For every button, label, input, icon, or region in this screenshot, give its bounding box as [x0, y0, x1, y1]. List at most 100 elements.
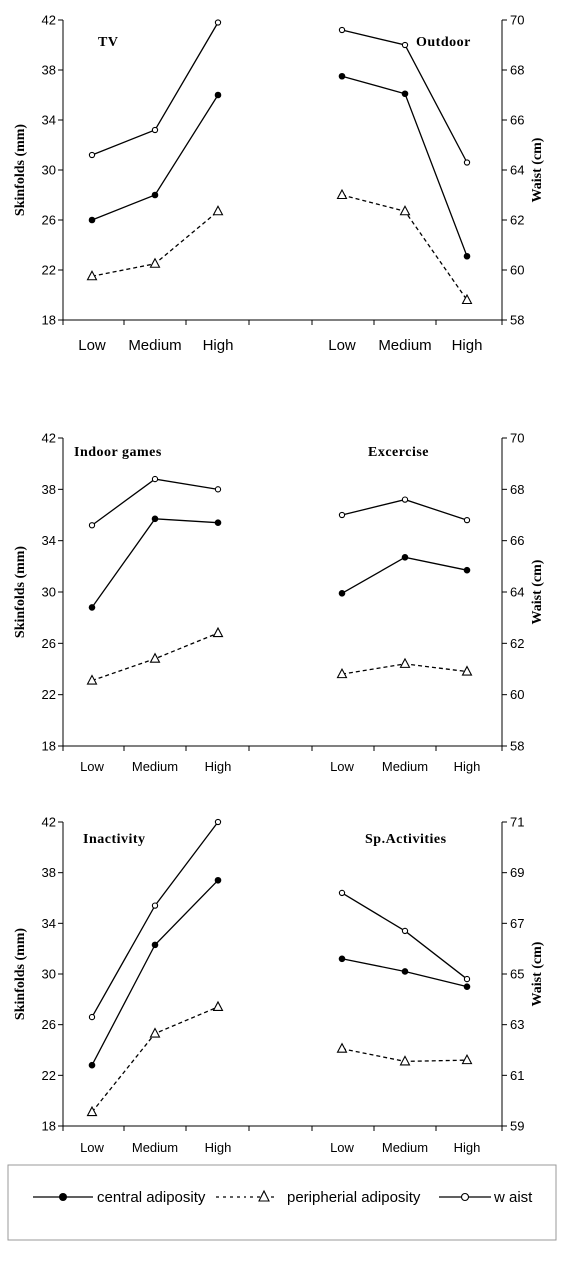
y-left-tick-label: 34: [42, 113, 56, 128]
y-left-tick-label: 18: [42, 1119, 56, 1134]
data-point-waist: [88, 151, 96, 159]
panel-indoor-games: Low Medium High Indoor games: [74, 445, 231, 774]
panel-sp-activities: Low Medium High Sp.Activities: [330, 832, 480, 1155]
legend-label: peripherial adiposity: [287, 1189, 421, 1206]
data-point-peripherial-adiposity: [149, 257, 161, 268]
y-left-tick-label: 18: [42, 313, 56, 328]
data-point-central-adiposity: [214, 519, 222, 527]
data-point-central-adiposity: [214, 876, 222, 884]
y-right-tick-label: 60: [510, 263, 524, 278]
chart-row-3: 18 22 26 30 34 38 42 59 61 63 65 67 69 71 Skinfolds (m…: [13, 815, 545, 1156]
data-point-central-adiposity: [88, 1061, 96, 1069]
data-point-peripherial-adiposity: [336, 667, 348, 679]
y-left-axis-label: Skinfolds (mm): [13, 124, 28, 217]
legend-label: w aist: [493, 1189, 533, 1206]
data-point-peripherial-adiposity: [336, 188, 348, 200]
panel-title: Excercise: [368, 445, 429, 460]
data-point-waist: [338, 26, 346, 34]
y-right-tick-label: 60: [510, 687, 524, 702]
y-right-tick-label: 62: [510, 213, 524, 228]
y-left-tick-label: 30: [42, 163, 56, 178]
series-line-central-adiposity: [341, 75, 468, 257]
panel-inactivity: Low Medium High Inactivity: [80, 818, 231, 1155]
y-left-tick-label: 38: [42, 63, 56, 78]
legend-label: central adiposity: [97, 1189, 206, 1206]
x-tick-label: Low: [80, 1140, 104, 1155]
series-line-central-adiposity: [341, 556, 468, 594]
data-point-central-adiposity: [463, 566, 471, 574]
y-right-tick-label: 62: [510, 636, 524, 651]
data-point-waist: [214, 486, 222, 493]
series-line-central-adiposity: [91, 518, 219, 608]
data-point-peripherial-adiposity: [86, 1105, 98, 1117]
y-left-tick-label: 30: [42, 967, 56, 982]
y-left-tick-label: 42: [42, 431, 56, 446]
y-right-tick-label: 68: [510, 63, 524, 78]
data-point-peripherial-adiposity: [399, 657, 411, 668]
panel-excercise: Low Medium High Excercise: [330, 445, 480, 774]
data-point-central-adiposity: [88, 216, 96, 224]
data-point-central-adiposity: [401, 90, 409, 98]
data-point-waist: [463, 159, 471, 166]
data-point-waist: [214, 19, 222, 26]
x-tick-label: High: [452, 337, 483, 354]
y-left-tick-label: 22: [42, 1068, 56, 1083]
panel-title: Inactivity: [83, 832, 146, 847]
legend-marker-swatch: [460, 1192, 470, 1202]
x-tick-label: Medium: [128, 337, 181, 354]
plots-container: 18 22 26 30 34 38 42 58 60 62 64 66 68 70 Skinfolds (m…: [13, 13, 545, 1156]
x-tick-label: Medium: [378, 337, 431, 354]
legend-item-3: w aist: [439, 1189, 533, 1206]
data-point-peripherial-adiposity: [86, 270, 98, 281]
data-point-waist: [151, 475, 159, 483]
legend-item-1: central adiposity: [33, 1189, 206, 1206]
data-point-waist: [401, 41, 409, 49]
y-right-tick-label: 59: [510, 1119, 524, 1134]
data-point-peripherial-adiposity: [399, 1055, 411, 1066]
x-tick-label: Low: [80, 759, 104, 774]
data-point-central-adiposity: [151, 941, 159, 949]
y-right-tick-label: 64: [510, 163, 524, 178]
y-right-tick-label: 67: [510, 916, 524, 931]
panel-tv: Low Medium High TV: [78, 19, 233, 354]
legend-marker-swatch: [258, 1189, 270, 1202]
data-point-peripherial-adiposity: [149, 1027, 161, 1038]
data-point-central-adiposity: [463, 983, 471, 990]
data-point-peripherial-adiposity: [86, 674, 98, 685]
data-point-central-adiposity: [338, 955, 346, 963]
data-point-central-adiposity: [151, 515, 159, 523]
data-point-waist: [88, 1013, 96, 1021]
panel-title: TV: [98, 35, 118, 50]
data-point-peripherial-adiposity: [461, 665, 473, 676]
x-tick-label: Medium: [132, 759, 178, 774]
y-right-tick-label: 65: [510, 967, 524, 982]
y-left-tick-label: 26: [42, 213, 56, 228]
y-left-tick-label: 26: [42, 636, 56, 651]
data-point-peripherial-adiposity: [212, 205, 224, 216]
y-left-tick-label: 38: [42, 482, 56, 497]
data-point-peripherial-adiposity: [212, 1000, 224, 1011]
x-tick-label: Medium: [382, 759, 428, 774]
data-point-central-adiposity: [151, 191, 159, 199]
y-right-tick-label: 69: [510, 865, 524, 880]
panel-title: Sp.Activities: [365, 832, 447, 847]
data-point-central-adiposity: [463, 252, 471, 260]
data-point-peripherial-adiposity: [336, 1042, 348, 1053]
y-left-tick-label: 30: [42, 585, 56, 600]
data-point-waist: [401, 927, 409, 935]
legend: central adiposity peripherial adiposity w …: [7, 1164, 557, 1241]
y-left-tick-label: 34: [42, 916, 56, 931]
y-right-tick-label: 68: [510, 482, 524, 497]
data-point-waist: [214, 818, 222, 826]
data-point-waist: [463, 975, 471, 983]
series-line-waist: [91, 821, 219, 1018]
x-tick-label: Low: [328, 337, 356, 354]
data-point-peripherial-adiposity: [399, 205, 411, 216]
y-right-tick-label: 70: [510, 431, 524, 446]
x-tick-label: Low: [78, 337, 106, 354]
x-tick-label: High: [454, 1140, 481, 1155]
y-right-tick-label: 71: [510, 815, 524, 830]
data-point-waist: [151, 126, 159, 134]
y-left-tick-label: 18: [42, 739, 56, 754]
